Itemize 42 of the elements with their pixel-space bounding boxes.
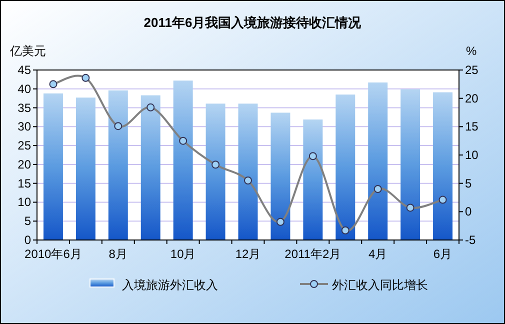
x-tick-label: 2011年2月: [284, 247, 342, 261]
legend-label: 外汇收入同比增长: [332, 278, 428, 292]
bar: [433, 92, 453, 240]
y2-tick-label: 20: [465, 91, 479, 106]
y-tick-label: 15: [18, 176, 32, 190]
bar: [173, 80, 193, 240]
y-tick-label: 40: [18, 82, 32, 96]
bar: [108, 90, 128, 240]
y2-tick-label: -5: [465, 233, 476, 247]
y-tick-label: 25: [18, 138, 32, 153]
x-tick-label: 12月: [235, 247, 261, 261]
y-tick-label: 5: [24, 214, 32, 228]
y-tick-label: 20: [18, 157, 32, 172]
x-tick-label: 4月: [368, 247, 388, 261]
y-tick-label: 0: [24, 233, 32, 247]
x-tick-label: 2010年6月: [24, 247, 82, 261]
y-tick-label: 35: [18, 100, 32, 115]
x-tick-label: 10月: [170, 247, 196, 261]
y2-tick-label: 25: [465, 63, 479, 77]
y-tick-label: 45: [18, 63, 32, 77]
y2-tick-label: 15: [465, 120, 479, 134]
y2-tick-label: 5: [465, 176, 472, 190]
legend-label: 入境旅游外汇收入: [122, 278, 218, 292]
bar: [336, 94, 356, 240]
bar: [303, 119, 323, 240]
x-tick-label: 8月: [108, 247, 128, 261]
bar: [140, 95, 160, 240]
y-axis-title: 亿美元: [9, 44, 46, 58]
chart-title: 2011年6月我国入境旅游接待收汇情况: [144, 15, 362, 30]
bar: [238, 104, 258, 240]
y-tick-label: 10: [18, 195, 32, 210]
x-tick-label: 6月: [433, 247, 452, 261]
y2-tick-label: 0: [465, 204, 472, 219]
bar: [368, 82, 388, 240]
bar: [270, 112, 290, 240]
bar: [400, 89, 420, 240]
bar: [206, 104, 226, 240]
bar: [43, 93, 63, 240]
y2-tick-label: 10: [465, 148, 479, 162]
bar: [76, 98, 96, 240]
y-tick-label: 30: [18, 120, 32, 134]
y2-axis-title: %: [466, 44, 477, 58]
